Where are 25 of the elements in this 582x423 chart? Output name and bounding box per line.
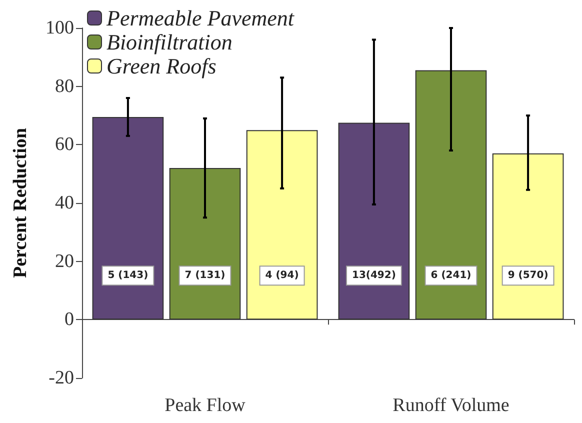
annotation: 7 (131): [184, 270, 226, 282]
y-tick-label: 40: [55, 192, 74, 214]
legend-label: Bioinfiltration: [106, 30, 232, 54]
y-tick-label: 60: [55, 134, 74, 156]
y-tick-label: 0: [64, 309, 74, 330]
y-tick-label: 20: [55, 250, 74, 272]
annotation: 13(492): [352, 270, 396, 282]
x-tick-label: Runoff Volume: [392, 395, 510, 416]
annotation: 6 (241): [430, 270, 472, 282]
annotation: 5 (143): [108, 270, 148, 282]
annotation: 4 (94): [265, 270, 299, 282]
legend-label: Permeable Pavement: [106, 6, 295, 30]
bar: [92, 116, 164, 320]
bar: [415, 70, 487, 320]
y-tick-label: 80: [55, 76, 74, 97]
bar: [169, 168, 241, 320]
bar: [492, 153, 564, 320]
bar: [338, 122, 410, 320]
y-tick-label: -20: [48, 368, 74, 388]
legend-label: Green Roofs: [106, 54, 216, 78]
bar: [246, 130, 318, 320]
x-tick-label: Peak Flow: [164, 395, 246, 416]
annotation: 9 (570): [508, 270, 548, 282]
y-axis-title: Percent Reduction: [10, 128, 31, 278]
y-tick-label: 100: [46, 18, 74, 38]
